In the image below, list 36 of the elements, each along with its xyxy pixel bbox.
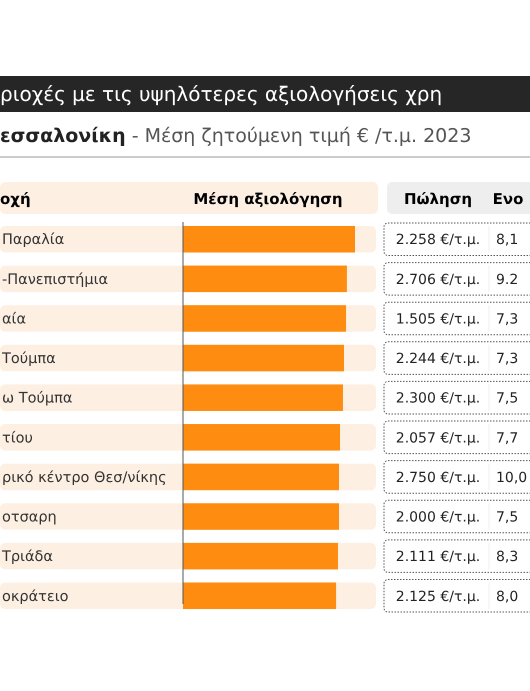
chart-subtitle: εσσαλονίκη - Μέση ζητούμενη τιμή € /τ.μ. 2023 <box>0 125 472 147</box>
y-tick-label: τίου <box>2 430 33 446</box>
y-tick-label: οκράτειο <box>2 588 69 605</box>
text: 8,3 <box>496 549 518 566</box>
y-tick-label: αία <box>2 311 26 328</box>
y-tick-label: ρικό κέντρο Θεσ/νίκης <box>2 470 167 486</box>
text: 7,3 <box>496 351 518 368</box>
y-tick-label: ω Τούμπα <box>2 390 72 407</box>
text: 10,0 <box>496 470 528 486</box>
y-tick-label: Παραλία <box>2 232 64 248</box>
text: 2.111 €/τ.μ. <box>396 549 480 566</box>
text: Πώληση <box>404 190 472 208</box>
text: 7,7 <box>496 430 518 446</box>
y-tick-label: -Πανεπιστήμια <box>2 272 108 288</box>
text: 8,0 <box>496 588 518 605</box>
text: 7,3 <box>496 311 518 328</box>
y-tick-label: Τριάδα <box>1 549 53 566</box>
text: 1.505 €/τ.μ. <box>396 311 480 328</box>
text: 2.300 €/τ.μ. <box>396 390 480 407</box>
text: 2.258 €/τ.μ. <box>396 232 480 248</box>
text: 2.244 €/τ.μ. <box>396 351 480 368</box>
text: 9.2 <box>496 272 518 288</box>
text: 2.750 €/τ.μ. <box>396 470 480 486</box>
y-tick-label: οτσαρη <box>2 510 57 526</box>
text: 2.125 €/τ.μ. <box>396 588 480 605</box>
text: 2.000 €/τ.μ. <box>396 510 480 526</box>
chart-title: ριοχές με τις υψηλότερες αξιολογήσεις χρη <box>0 82 442 106</box>
text: Ενο <box>492 190 524 208</box>
x-axis-title: Μέση αξιολόγηση <box>193 190 343 208</box>
text: 8,1 <box>496 232 518 248</box>
text: 2.057 €/τ.μ. <box>396 430 480 446</box>
text: 2.706 €/τ.μ. <box>396 272 480 288</box>
y-axis-title: οχή <box>0 190 31 208</box>
y-tick-label: Τούμπα <box>1 351 56 368</box>
text: 7,5 <box>496 390 518 407</box>
text: 7,5 <box>496 510 518 526</box>
